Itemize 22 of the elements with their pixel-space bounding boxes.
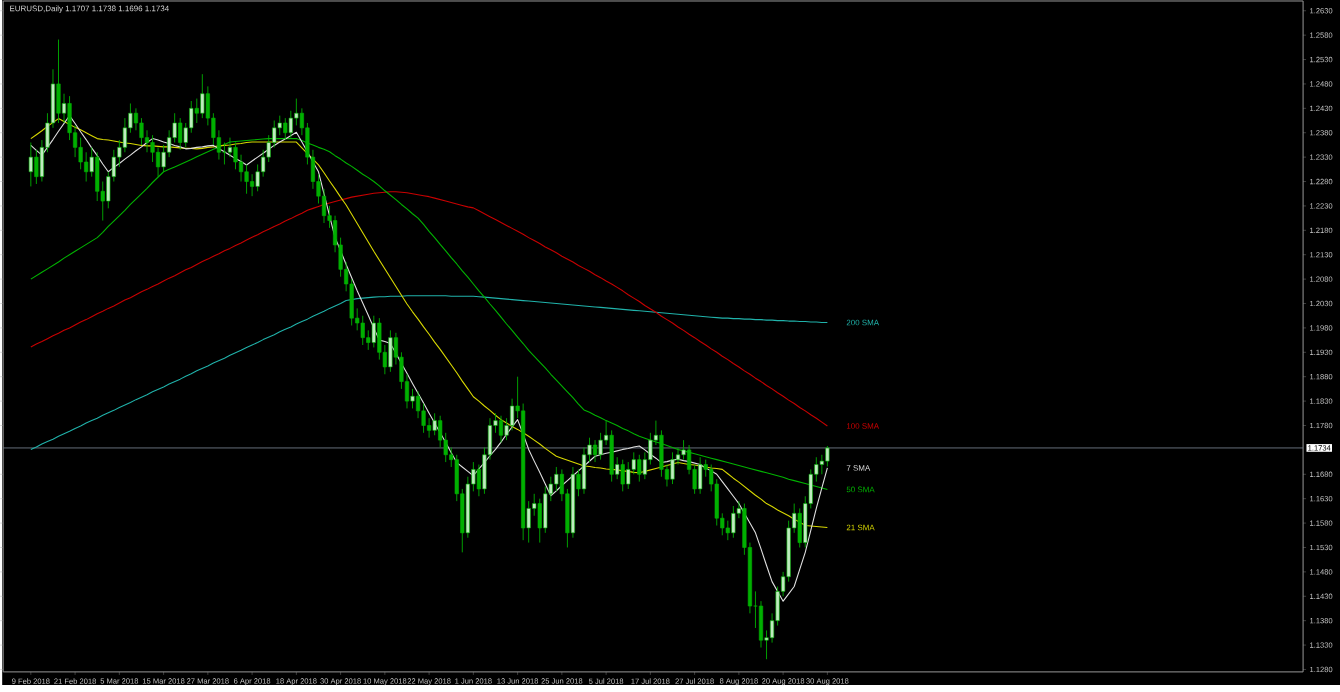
- candlestick: [360, 315, 365, 346]
- candlestick: [200, 73, 205, 119]
- candlestick: [178, 117, 183, 151]
- candlestick: [725, 520, 730, 541]
- candlestick: [432, 412, 437, 436]
- candlestick: [410, 388, 415, 409]
- candlestick: [56, 39, 61, 124]
- candlestick: [371, 315, 376, 348]
- candlestick: [592, 439, 598, 463]
- candlestick: [819, 454, 824, 475]
- candlestick: [620, 459, 625, 492]
- candlestick: [731, 505, 736, 539]
- candlestick: [537, 498, 542, 544]
- candlestick: [637, 454, 642, 483]
- candlestick: [194, 98, 199, 124]
- candlestick: [498, 415, 504, 444]
- candlestick: [670, 451, 675, 485]
- candlestick: [797, 508, 802, 549]
- candlestick: [28, 142, 33, 187]
- candlestick: [388, 329, 393, 373]
- candlestick: [825, 445, 830, 468]
- candlestick: [34, 149, 39, 185]
